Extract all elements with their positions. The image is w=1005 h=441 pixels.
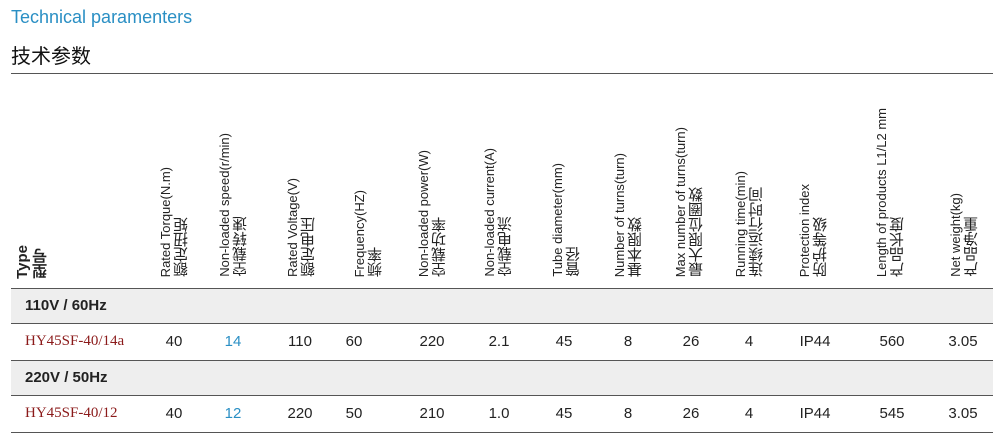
model-name: HY45SF-40/14a [25, 333, 125, 349]
cell-nonloaded-current: 1.0 [488, 405, 510, 422]
title-english: Technical paramenters [11, 7, 193, 27]
header-nonloaded-current: Non-loaded current(A) 空载电流 [482, 148, 514, 277]
header-nonloaded-speed: Non-loaded speed(r/min) 空载转速 [217, 133, 249, 277]
cell-nonloaded-speed: 14 [224, 333, 242, 350]
header-protection-index: Protection index 防护等级 [797, 183, 829, 277]
cell-rated-torque: 40 [165, 333, 183, 350]
header-net-weight: Net weight(kg) 产品净重 [948, 193, 980, 277]
cell-tube-diameter: 45 [555, 405, 573, 422]
group-label: 220V / 50Hz [25, 369, 108, 386]
table-header: Type 型号 Rated Torque(N.m) 额定扭矩 Non-loaded … [0, 80, 1005, 285]
header-nonloaded-power: Non-loaded power(W) 空载功率 [416, 149, 448, 277]
cell-tube-diameter: 45 [555, 333, 573, 350]
cell-protection-index: IP44 [799, 405, 831, 422]
cell-rated-voltage: 110 [288, 333, 312, 350]
header-product-length: Length of products L1/L2 mm 产品长度 [874, 107, 906, 277]
cell-max-turns: 26 [682, 333, 700, 350]
group-label: 110V / 60Hz [25, 297, 107, 314]
cell-number-of-turns: 8 [623, 405, 633, 422]
header-number-of-turns: Number of turns(turn) 基本限数 [612, 152, 644, 277]
cell-rated-torque: 40 [165, 405, 183, 422]
bottom-divider [11, 432, 993, 433]
cell-nonloaded-power: 220 [419, 333, 445, 350]
header-running-time: Running time(min) 连续运行时间 [733, 170, 765, 277]
cell-product-length: 560 [879, 333, 905, 350]
cell-max-turns: 26 [682, 405, 700, 422]
cell-net-weight: 3.05 [948, 333, 978, 350]
cell-nonloaded-speed: 12 [224, 405, 242, 422]
header-rated-voltage: Rated Voltage(V) 额定电压 [285, 177, 317, 277]
cell-rated-voltage: 220 [287, 405, 313, 422]
header-tube-diameter: Tube diameter(mm) 管径 [550, 163, 582, 277]
header-frequency: Frequency(HZ) 频率 [352, 189, 384, 277]
group-band-110v: 110V / 60Hz [11, 288, 993, 324]
header-max-turns: Max number of turns(turn) 最大限位圈数 [673, 126, 705, 277]
title-chinese: 技术参数 [11, 44, 91, 68]
model-name: HY45SF-40/12 [25, 405, 118, 421]
cell-nonloaded-current: 2.1 [488, 333, 510, 350]
header-rated-torque: Rated Torque(N.m) 额定扭矩 [158, 166, 190, 277]
cell-protection-index: IP44 [799, 333, 831, 350]
table-row: HY45SF-40/14a 40 14 110 60 220 2.1 45 8 … [11, 324, 993, 358]
top-divider [11, 73, 993, 74]
group-band-220v: 220V / 50Hz [11, 360, 993, 396]
cell-product-length: 545 [879, 405, 905, 422]
cell-number-of-turns: 8 [623, 333, 633, 350]
cell-frequency: 60 [345, 333, 363, 350]
table-row: HY45SF-40/12 40 12 220 50 210 1.0 45 8 2… [11, 396, 993, 430]
cell-running-time: 4 [744, 333, 754, 350]
cell-running-time: 4 [744, 405, 754, 422]
header-type: Type 型号 [14, 245, 49, 279]
cell-frequency: 50 [345, 405, 363, 422]
cell-nonloaded-power: 210 [419, 405, 445, 422]
cell-net-weight: 3.05 [948, 405, 978, 422]
